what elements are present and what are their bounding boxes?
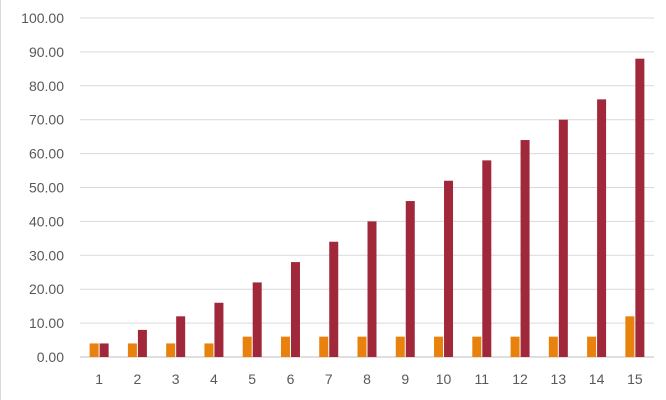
bar-series2-cat11 <box>482 160 492 357</box>
bar-series1-cat12 <box>510 336 520 357</box>
x-tick-label: 13 <box>551 371 567 387</box>
x-tick-label: 8 <box>363 371 371 387</box>
bar-series1-cat8 <box>357 336 367 357</box>
bar-series2-cat9 <box>405 201 415 357</box>
bar-series1-cat4 <box>204 343 214 357</box>
bar-series2-cat15 <box>635 58 645 358</box>
y-axis-tick-labels: 0.00 10.00 20.00 30.00 40.00 50.00 60.00 70.00 8… <box>21 10 64 365</box>
x-tick-label: 9 <box>401 371 409 387</box>
bar-series2-cat8 <box>367 221 377 357</box>
bar-series1-cat3 <box>166 343 176 357</box>
x-tick-label: 6 <box>287 371 295 387</box>
bar-series2-cat5 <box>252 282 262 357</box>
bar-series1-cat15 <box>625 316 635 357</box>
bar-series1-cat14 <box>587 336 597 357</box>
y-tick-label: 80.00 <box>29 78 64 94</box>
x-tick-label: 4 <box>210 371 218 387</box>
y-tick-label: 40.00 <box>29 213 64 229</box>
bar-series2-cat1 <box>99 343 109 357</box>
x-axis-tick-labels: 1 2 3 4 5 6 7 8 9 10 11 12 13 14 15 <box>95 371 643 387</box>
x-tick-label: 14 <box>589 371 605 387</box>
y-tick-label: 60.00 <box>29 146 64 162</box>
x-tick-label: 2 <box>134 371 142 387</box>
y-tick-label: 50.00 <box>29 180 64 196</box>
bar-series2-cat3 <box>176 316 186 357</box>
bar-series2-cat13 <box>558 119 568 357</box>
y-tick-label: 20.00 <box>29 281 64 297</box>
x-tick-label: 10 <box>436 371 452 387</box>
y-tick-label: 100.00 <box>21 10 64 26</box>
bar-series1-cat5 <box>242 336 252 357</box>
y-tick-label: 10.00 <box>29 315 64 331</box>
bars <box>89 58 645 358</box>
x-tick-label: 1 <box>95 371 103 387</box>
y-tick-label: 90.00 <box>29 44 64 60</box>
y-tick-label: 70.00 <box>29 112 64 128</box>
bar-series1-cat10 <box>434 336 444 357</box>
x-tick-label: 15 <box>627 371 643 387</box>
bar-series1-cat9 <box>395 336 405 357</box>
bar-series2-cat12 <box>520 140 530 357</box>
x-tick-label: 11 <box>475 371 490 387</box>
bar-series1-cat6 <box>280 336 290 357</box>
bar-series2-cat6 <box>290 262 300 357</box>
bar-series2-cat2 <box>137 329 147 357</box>
x-tick-label: 5 <box>248 371 256 387</box>
window-edge <box>0 0 1 400</box>
bar-series1-cat13 <box>548 336 558 357</box>
bar-series1-cat11 <box>472 336 482 357</box>
bar-series2-cat7 <box>329 241 339 357</box>
x-tick-label: 7 <box>325 371 333 387</box>
bar-series1-cat1 <box>89 343 99 357</box>
x-tick-label: 12 <box>512 371 528 387</box>
y-tick-label: 0.00 <box>37 349 64 365</box>
bar-series2-cat4 <box>214 302 224 357</box>
bar-series1-cat2 <box>127 343 137 357</box>
x-tick-label: 3 <box>172 371 180 387</box>
gridlines <box>80 17 654 358</box>
bar-series2-cat14 <box>597 99 607 358</box>
bar-series2-cat10 <box>444 180 454 357</box>
y-tick-label: 30.00 <box>29 247 64 263</box>
bar-series1-cat7 <box>319 336 329 357</box>
